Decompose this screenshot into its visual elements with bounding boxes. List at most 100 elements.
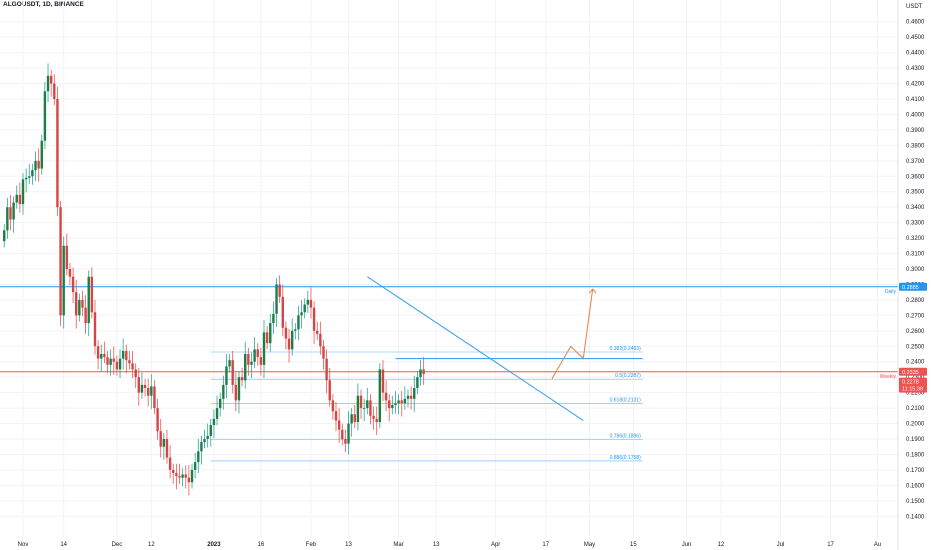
- candle-body[interactable]: [109, 358, 112, 365]
- candle-body[interactable]: [59, 207, 62, 316]
- candle-body[interactable]: [65, 245, 69, 269]
- candle-body[interactable]: [391, 405, 394, 409]
- candle-body[interactable]: [394, 403, 397, 405]
- candle-body[interactable]: [37, 160, 40, 169]
- candle-body[interactable]: [388, 400, 391, 409]
- fibonacci-retracement[interactable]: 0.382(0.2463) 0.5(0.2287) 0.618(0.2131) 0.7…: [210, 346, 643, 462]
- candle-body[interactable]: [375, 418, 378, 422]
- candle-body[interactable]: [281, 296, 284, 328]
- candle-body[interactable]: [244, 354, 247, 381]
- candle-body[interactable]: [190, 469, 194, 483]
- candle-body[interactable]: [350, 414, 353, 424]
- candle-body[interactable]: [200, 442, 203, 452]
- candle-body[interactable]: [56, 99, 59, 208]
- candle-body[interactable]: [366, 400, 369, 409]
- candle-body[interactable]: [140, 384, 144, 393]
- price-axis[interactable]: 0.4600 0.4500 0.4400 0.4300 0.4200 0.4100 0.40…: [906, 4, 925, 520]
- candle-body[interactable]: [68, 269, 72, 277]
- candle-body[interactable]: [6, 207, 9, 231]
- candle-body[interactable]: [278, 284, 281, 297]
- candle-body[interactable]: [275, 284, 278, 314]
- candle-body[interactable]: [269, 323, 272, 344]
- candle-body[interactable]: [212, 418, 216, 426]
- candle-body[interactable]: [306, 299, 310, 305]
- candle-body[interactable]: [178, 476, 181, 478]
- candle-body[interactable]: [319, 333, 322, 347]
- candle-body[interactable]: [344, 439, 347, 444]
- candle-body[interactable]: [356, 395, 360, 422]
- candle-body[interactable]: [250, 361, 253, 365]
- candle-body[interactable]: [297, 315, 300, 330]
- candle-body[interactable]: [231, 360, 234, 385]
- candle-body[interactable]: [93, 312, 97, 347]
- candle-body[interactable]: [12, 202, 15, 220]
- candle-body[interactable]: [106, 357, 109, 365]
- candle-body[interactable]: [341, 429, 344, 439]
- candle-body[interactable]: [172, 469, 175, 473]
- candle-body[interactable]: [112, 358, 115, 362]
- candle-body[interactable]: [75, 292, 78, 316]
- candle-body[interactable]: [334, 411, 338, 421]
- candle-body[interactable]: [49, 75, 53, 84]
- candle-body[interactable]: [325, 358, 328, 381]
- candle-body[interactable]: [162, 439, 166, 447]
- candle-body[interactable]: [400, 400, 403, 404]
- candle-body[interactable]: [3, 230, 6, 242]
- candle-body[interactable]: [187, 477, 191, 483]
- projection-arrow[interactable]: [551, 289, 594, 379]
- candle-body[interactable]: [259, 357, 263, 365]
- candle-body[interactable]: [312, 307, 316, 331]
- candle-body[interactable]: [24, 177, 28, 180]
- candle-body[interactable]: [53, 83, 56, 99]
- candle-body[interactable]: [284, 327, 288, 339]
- candle-body[interactable]: [134, 369, 137, 378]
- drawings[interactable]: [367, 276, 597, 421]
- candle-body[interactable]: [115, 361, 119, 370]
- candle-body[interactable]: [331, 400, 335, 412]
- candle-body[interactable]: [21, 179, 25, 205]
- candle-body[interactable]: [300, 312, 303, 316]
- candle-body[interactable]: [28, 176, 31, 178]
- candle-body[interactable]: [184, 474, 187, 478]
- time-axis[interactable]: Nov 14 Dec 12 2023 16 Feb 13 Mar 13 Apr 17 May 15 Jun 1…: [18, 542, 881, 548]
- candle-body[interactable]: [272, 313, 275, 324]
- candle-body[interactable]: [209, 425, 212, 436]
- candle-body[interactable]: [128, 360, 131, 364]
- candle-body[interactable]: [143, 384, 147, 388]
- candle-body[interactable]: [225, 366, 228, 385]
- candle-body[interactable]: [256, 349, 259, 358]
- candle-body[interactable]: [15, 194, 18, 203]
- candle-body[interactable]: [31, 170, 34, 177]
- candle-body[interactable]: [265, 332, 269, 344]
- candle-body[interactable]: [359, 395, 363, 409]
- candle-body[interactable]: [62, 245, 65, 316]
- candle-body[interactable]: [40, 140, 43, 169]
- candle-body[interactable]: [197, 451, 200, 463]
- candle-body[interactable]: [218, 398, 222, 409]
- candles[interactable]: [3, 63, 425, 496]
- candle-body[interactable]: [9, 207, 12, 220]
- candle-body[interactable]: [397, 400, 400, 404]
- candle-body[interactable]: [419, 369, 422, 378]
- candle-body[interactable]: [71, 276, 75, 293]
- candle-body[interactable]: [253, 349, 256, 362]
- candle-body[interactable]: [131, 363, 134, 370]
- candle-body[interactable]: [168, 457, 172, 470]
- candle-body[interactable]: [347, 423, 350, 444]
- candle-body[interactable]: [416, 377, 419, 388]
- candle-body[interactable]: [43, 91, 47, 141]
- candle-body[interactable]: [153, 386, 156, 409]
- candle-body[interactable]: [118, 358, 122, 370]
- candle-body[interactable]: [378, 369, 382, 422]
- candle-body[interactable]: [165, 439, 169, 458]
- candle-body[interactable]: [81, 299, 84, 308]
- candle-body[interactable]: [262, 332, 266, 365]
- candle-body[interactable]: [103, 354, 106, 358]
- candle-body[interactable]: [409, 395, 413, 399]
- candle-body[interactable]: [303, 304, 306, 313]
- candle-body[interactable]: [84, 307, 87, 324]
- candle-body[interactable]: [362, 408, 366, 409]
- candle-body[interactable]: [125, 350, 128, 361]
- candle-body[interactable]: [322, 346, 325, 359]
